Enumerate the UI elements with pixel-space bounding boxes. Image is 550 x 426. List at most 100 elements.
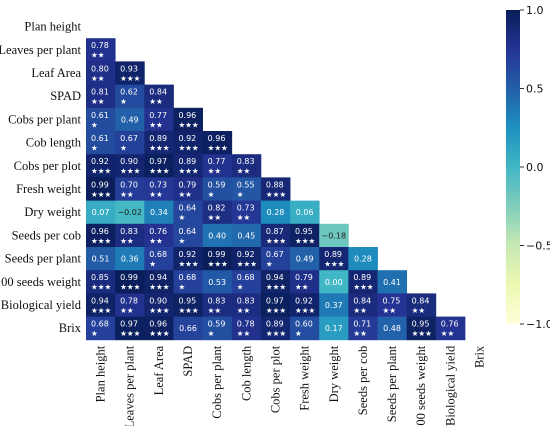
cell-value-label: 0.84: [149, 88, 167, 97]
heatmap-cell: [115, 177, 145, 201]
significance-stars: ★★: [353, 306, 367, 315]
heatmap-cell: [86, 154, 116, 178]
x-tick-label: 100 seeds weight: [414, 345, 428, 426]
cell-value-label: 0.68: [178, 273, 196, 282]
colorbar-tick-label: −1.0: [526, 318, 550, 331]
colorbar-tick-label: 0.0: [526, 161, 544, 174]
cell-value-label: 0.68: [149, 250, 167, 259]
cell-value-label: 0.64: [178, 227, 196, 236]
cell-value-label: 0.97: [149, 157, 167, 166]
y-tick-label: Cob length: [26, 136, 82, 150]
heatmap-cell: [173, 247, 203, 271]
cell-value-label: 0.84: [412, 296, 430, 305]
significance-stars: ★★★: [91, 306, 111, 315]
significance-stars: ★★: [295, 283, 309, 292]
cell-value-label: 0.76: [441, 320, 459, 329]
heatmap-cell: [290, 316, 320, 341]
heatmap-cell: [115, 223, 145, 248]
heatmap-cell: [202, 200, 233, 225]
cell-value-label: 0.94: [266, 273, 284, 282]
significance-stars: ★★★: [178, 144, 198, 153]
significance-stars: ★: [295, 329, 302, 338]
cell-value-label: 0.82: [208, 204, 226, 213]
significance-stars: ★: [178, 236, 185, 245]
y-tick-label: Cobs per plot: [14, 159, 82, 173]
colorbar: 1.0 0.5 0.0 −0.5 −1.0: [506, 4, 550, 331]
cell-value-label: 0.83: [237, 296, 255, 305]
cell-value-label: 0.60: [295, 320, 313, 329]
cell-value-label: 0.66: [179, 324, 197, 333]
cell-value-label: 0.68: [91, 320, 109, 329]
heatmap-cell: [144, 200, 174, 225]
significance-stars: ★★: [149, 190, 163, 199]
x-tick-label: Leaves per plant: [123, 345, 137, 426]
heatmap-cell: [290, 247, 320, 271]
heatmap-cell: [202, 177, 233, 201]
x-axis-labels: Plan height Leaves per plant Leaf Area SPAD…: [94, 345, 487, 426]
colorbar-tick-label: 0.5: [526, 83, 544, 96]
colorbar-gradient: [506, 10, 520, 324]
significance-stars: ★★★: [149, 283, 169, 292]
cell-value-label: 0.45: [237, 231, 255, 240]
significance-stars: ★★★: [266, 329, 286, 338]
y-tick-label: 100 seeds weight: [0, 275, 82, 289]
significance-stars: ★★★: [149, 144, 169, 153]
cell-value-label: 0.83: [237, 157, 255, 166]
significance-stars: ★: [91, 120, 98, 129]
significance-stars: ★★★: [91, 190, 111, 199]
heatmap-cell: [144, 177, 174, 201]
y-tick-label: Leaves per plant: [0, 43, 82, 57]
cell-value-label: 0.96: [149, 320, 167, 329]
heatmap-cell: [115, 61, 145, 85]
cell-value-label: 0.77: [208, 157, 226, 166]
cell-value-label: 0.76: [149, 227, 167, 236]
significance-stars: ★: [208, 190, 215, 199]
cell-value-label: −0.02: [117, 208, 142, 217]
y-tick-label: Seeds per cob: [12, 228, 81, 242]
significance-stars: ★★★: [208, 144, 228, 153]
heatmap-cell: [144, 247, 174, 271]
cell-value-label: 0.85: [91, 273, 109, 282]
y-tick-label: Biological yield: [1, 298, 82, 312]
significance-stars: ★★★: [353, 283, 373, 292]
cell-value-label: 0.79: [295, 273, 313, 282]
heatmap-cell: [173, 131, 203, 155]
heatmap-cell: [202, 247, 233, 271]
heatmap-cell: [348, 293, 378, 317]
cell-value-label: 0.78: [91, 41, 109, 50]
heatmap-cell: [173, 316, 203, 341]
heatmap-cell: [173, 200, 203, 225]
x-tick-label: Cobs per plant: [210, 345, 224, 418]
y-tick-label: Dry weight: [24, 205, 81, 219]
significance-stars: ★★: [383, 306, 397, 315]
significance-stars: ★★★: [91, 167, 111, 176]
cell-value-label: 0.92: [295, 296, 313, 305]
heatmap-cell: [202, 316, 233, 341]
heatmap-cell: [144, 270, 174, 294]
significance-stars: ★★: [120, 306, 134, 315]
x-tick-label: Cobs per plot: [268, 345, 282, 413]
cell-value-label: 0.96: [208, 134, 226, 143]
significance-stars: ★★: [208, 167, 222, 176]
significance-stars: ★: [149, 260, 156, 269]
cell-value-label: 0.61: [91, 134, 109, 143]
colorbar-ticks: 1.0 0.5 0.0 −0.5 −1.0: [520, 4, 550, 331]
significance-stars: ★★★: [208, 260, 228, 269]
significance-stars: ★★★: [295, 306, 315, 315]
cell-value-label: −0.18: [322, 231, 347, 240]
heatmap-cell: [348, 316, 378, 341]
significance-stars: ★★★: [178, 260, 198, 269]
y-tick-label: Brix: [59, 321, 82, 335]
cell-value-label: 0.64: [178, 204, 196, 213]
cell-value-label: 0.96: [178, 111, 196, 120]
cell-value-label: 0.17: [325, 324, 343, 333]
heatmap-cell: [86, 270, 116, 294]
heatmap-cell: [173, 107, 203, 132]
cell-value-label: 0.87: [266, 227, 284, 236]
cell-value-label: 0.99: [91, 180, 109, 189]
cell-value-label: 0.28: [267, 208, 285, 217]
heatmap-cell: [86, 247, 116, 271]
cell-value-label: 0.99: [208, 250, 226, 259]
x-tick-label: Cob length: [239, 345, 253, 401]
heatmap-cell: [115, 270, 145, 294]
